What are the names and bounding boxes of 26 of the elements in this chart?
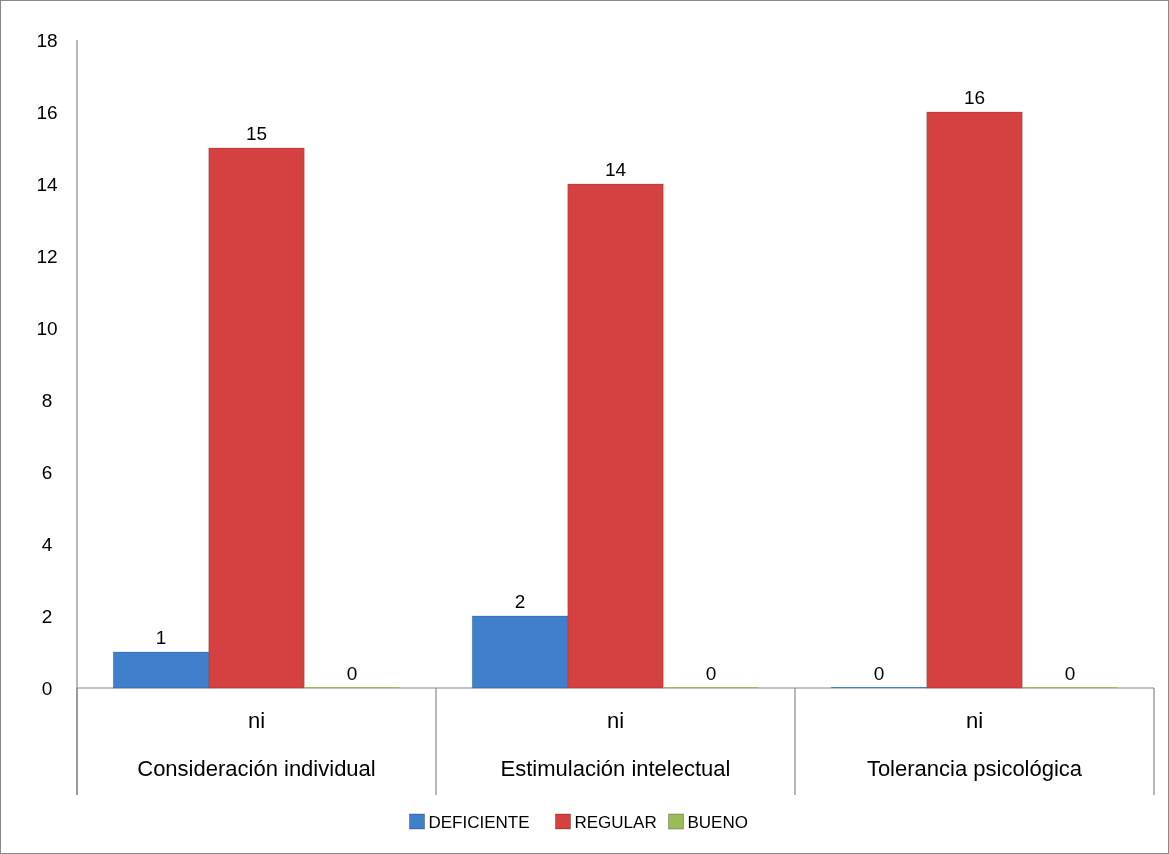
y-tick-label: 10 bbox=[36, 317, 58, 339]
y-tick-label: 4 bbox=[41, 533, 53, 555]
legend-label: DEFICIENTE bbox=[428, 812, 530, 832]
y-tick-label: 0 bbox=[41, 677, 53, 699]
data-label: 16 bbox=[963, 87, 986, 108]
data-label: 0 bbox=[1064, 663, 1076, 684]
x-tick-label: ni Estimulación intelectual bbox=[500, 708, 731, 781]
y-tick-label: 2 bbox=[41, 605, 53, 627]
y-tick-label: 14 bbox=[36, 173, 58, 195]
bar bbox=[926, 111, 1023, 689]
data-label: 0 bbox=[705, 663, 717, 684]
y-tick-label: 6 bbox=[41, 461, 53, 483]
data-label: 14 bbox=[604, 159, 627, 180]
y-tick-label: 18 bbox=[36, 29, 58, 51]
data-label: 15 bbox=[245, 123, 268, 144]
legend-label: BUENO bbox=[687, 812, 748, 832]
data-label: 1 bbox=[155, 627, 167, 648]
x-tick-label: ni Consideración individual bbox=[137, 708, 376, 781]
data-label: 2 bbox=[514, 591, 526, 612]
x-tick-label: ni Tolerancia psicológica bbox=[866, 708, 1083, 781]
data-label: 0 bbox=[873, 663, 885, 684]
data-label: 0 bbox=[346, 663, 358, 684]
legend-label: REGULAR bbox=[574, 812, 657, 832]
y-tick-label: 16 bbox=[36, 101, 58, 123]
y-tick-label: 8 bbox=[41, 389, 53, 411]
y-tick-label: 12 bbox=[36, 245, 58, 267]
